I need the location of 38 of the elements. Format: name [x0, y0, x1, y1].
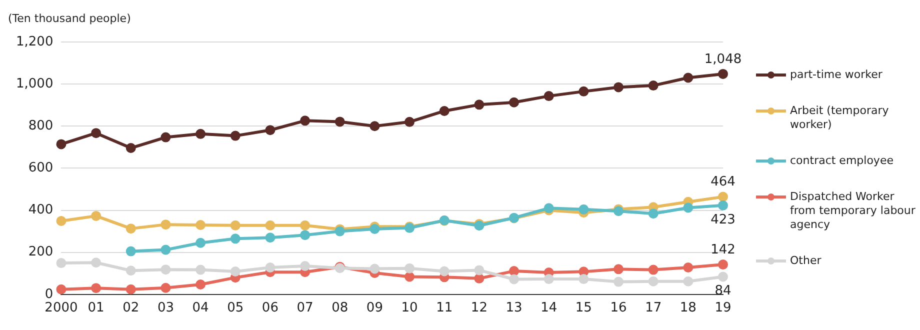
x-tick-label: 04	[192, 300, 209, 316]
data-label: 1,048	[704, 52, 742, 67]
legend-label: part-time worker	[790, 68, 882, 82]
x-tick-label: 01	[88, 300, 104, 316]
x-tick-label: 05	[227, 300, 244, 316]
x-tick-label: 12	[470, 300, 488, 316]
data-label: 142	[710, 242, 736, 258]
x-tick-label: 15	[575, 300, 592, 316]
legend-label: Dispatched Worker from temporary labour agency	[790, 190, 916, 232]
legend-label: Arbeit (temporary worker)	[790, 104, 890, 132]
x-tick-label: 14	[540, 300, 558, 316]
legend-label: contract employee	[790, 154, 894, 168]
y-tick-label: 1,200	[16, 34, 54, 50]
data-label: 464	[710, 174, 736, 190]
x-tick-label: 16	[610, 300, 627, 316]
x-tick-label: 03	[157, 300, 174, 316]
data-label: 423	[710, 212, 736, 228]
y-tick-label: 1,000	[16, 76, 54, 92]
x-tick-label: 13	[506, 300, 522, 316]
data-label: 84	[714, 284, 732, 299]
x-tick-label: 2000	[44, 300, 78, 316]
x-tick-label: 07	[296, 300, 314, 316]
y-tick-label: 600	[28, 160, 54, 176]
y-tick-label: 200	[28, 244, 54, 260]
y-tick-label: 800	[28, 118, 54, 134]
y-axis-title: (Ten thousand people)	[8, 12, 131, 25]
y-tick-label: 400	[28, 202, 54, 218]
x-tick-label: 09	[366, 300, 383, 316]
x-tick-label: 10	[401, 300, 418, 316]
x-tick-label: 18	[680, 300, 696, 316]
x-tick-label: 17	[645, 300, 662, 316]
y-tick-label: 0	[44, 286, 54, 302]
x-tick-label: 08	[332, 300, 348, 316]
legend-label: Other	[790, 254, 822, 268]
x-tick-label: 11	[436, 300, 453, 316]
x-tick-label: 19	[714, 300, 732, 316]
x-tick-label: 06	[262, 300, 278, 316]
x-tick-label: 02	[122, 300, 140, 316]
